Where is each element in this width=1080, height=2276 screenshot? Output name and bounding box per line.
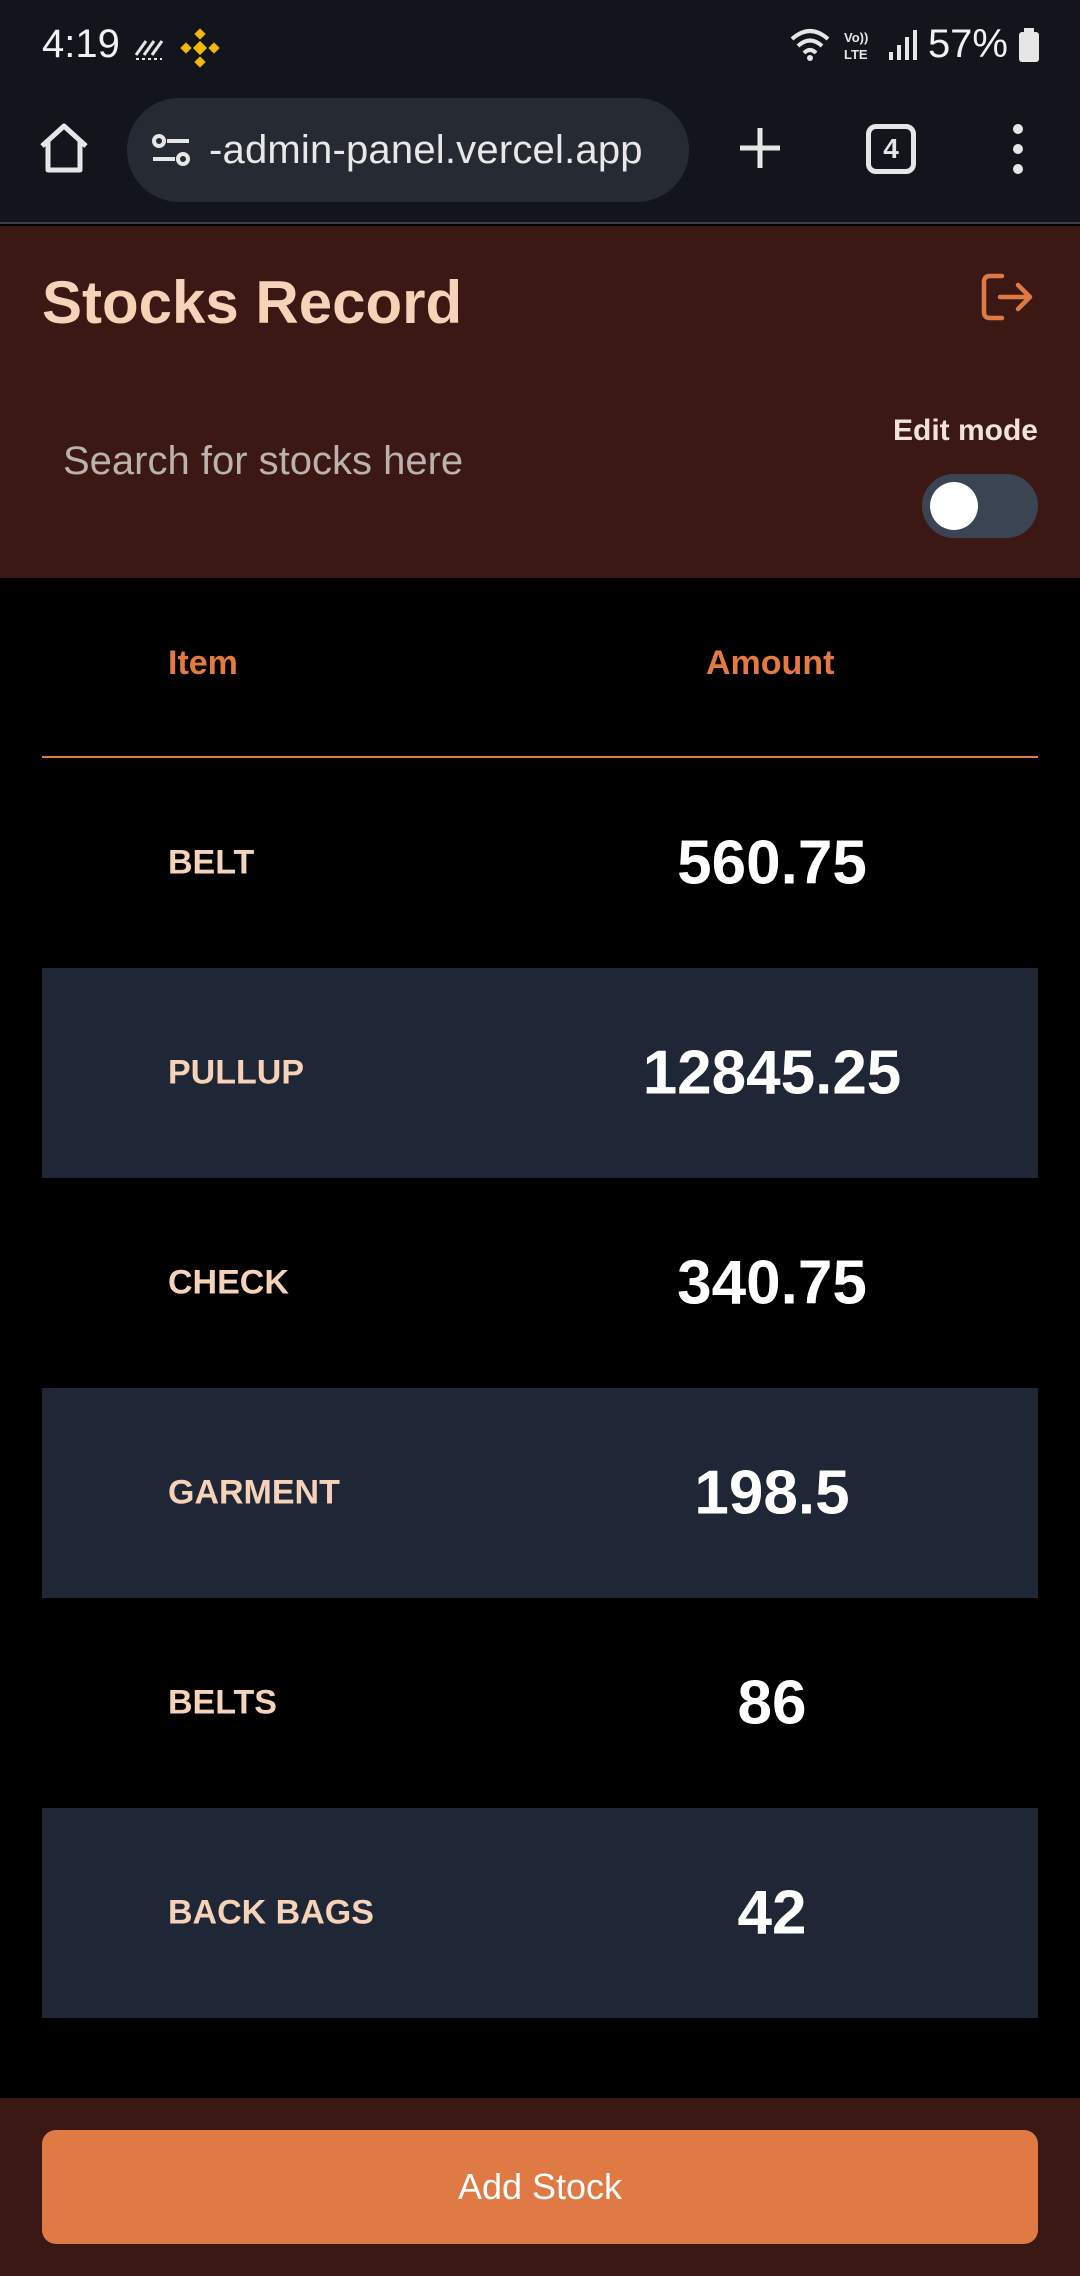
edit-mode-label: Edit mode	[892, 414, 1038, 447]
table-row[interactable]: BELTS 86	[42, 1598, 1038, 1808]
column-header-amount: Amount	[706, 644, 835, 682]
page-title: Stocks Record	[42, 269, 463, 336]
browser-toolbar: -admin-panel.vercel.app 4	[0, 92, 1080, 224]
item-cell: BACK BAGS	[168, 1893, 374, 1932]
volte-icon: Vo)) LTE	[844, 30, 868, 62]
tab-switcher-button[interactable]: 4	[866, 124, 916, 174]
amount-cell: 198.5	[694, 1458, 850, 1528]
battery-icon	[1019, 27, 1039, 62]
footer-bar: Add Stock	[0, 2098, 1080, 2276]
table-row[interactable]: BELT 560.75	[42, 758, 1038, 968]
item-cell: CHECK	[168, 1263, 289, 1302]
stocks-table: Item Amount BELT 560.75 PULLUP 12845.25 …	[42, 578, 1038, 2018]
new-tab-icon[interactable]	[730, 118, 790, 178]
wifi-icon	[790, 28, 830, 61]
item-cell: BELT	[168, 843, 255, 882]
more-menu-icon[interactable]	[1000, 124, 1036, 174]
search-input[interactable]	[42, 426, 742, 496]
logout-icon[interactable]	[978, 268, 1036, 326]
add-stock-button[interactable]: Add Stock	[42, 2130, 1038, 2244]
status-time: 4:19	[42, 22, 120, 66]
url-text: -admin-panel.vercel.app	[209, 127, 643, 172]
edit-mode-toggle[interactable]	[922, 474, 1038, 538]
network-speed-icon	[134, 40, 164, 60]
binance-icon	[180, 28, 220, 68]
item-cell: BELTS	[168, 1683, 277, 1722]
amount-cell: 560.75	[677, 828, 867, 898]
amount-cell: 42	[737, 1878, 807, 1948]
home-icon[interactable]	[34, 118, 94, 178]
column-header-item: Item	[168, 644, 238, 682]
table-row[interactable]: GARMENT 198.5	[42, 1388, 1038, 1598]
toggle-knob	[930, 482, 978, 530]
svg-text:LTE: LTE	[844, 47, 868, 62]
app-header: Stocks Record Edit mode	[0, 226, 1080, 578]
table-row[interactable]: PULLUP 12845.25	[42, 968, 1038, 1178]
status-bar: 4:19 Vo)) LTE	[0, 0, 1080, 92]
table-header: Item Amount	[42, 578, 1038, 758]
address-bar[interactable]: -admin-panel.vercel.app	[127, 98, 689, 202]
item-cell: PULLUP	[168, 1053, 304, 1092]
amount-cell: 86	[737, 1668, 807, 1738]
table-row[interactable]: BACK BAGS 42	[42, 1808, 1038, 2018]
amount-cell: 340.75	[677, 1248, 867, 1318]
item-cell: GARMENT	[168, 1473, 340, 1512]
table-row[interactable]: CHECK 340.75	[42, 1178, 1038, 1388]
site-settings-icon[interactable]	[147, 126, 195, 174]
battery-percent: 57%	[927, 22, 1008, 66]
signal-icon	[888, 29, 917, 60]
amount-cell: 12845.25	[642, 1038, 902, 1108]
svg-text:Vo)): Vo))	[844, 30, 868, 45]
